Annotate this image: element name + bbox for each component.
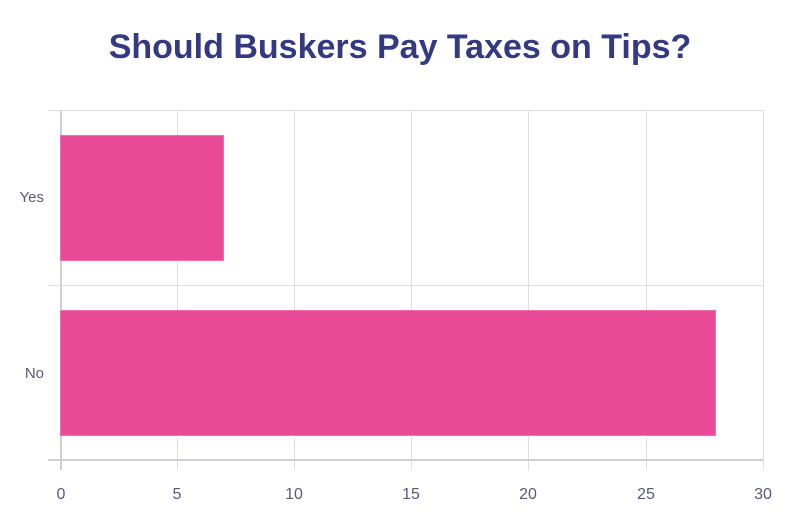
gridline-top — [48, 110, 763, 111]
y-label-no: No — [24, 365, 44, 382]
x-tick-25: 25 — [637, 486, 655, 503]
x-tick-5: 5 — [172, 486, 182, 503]
x-tick-30: 30 — [754, 486, 772, 503]
x-tick-15: 15 — [402, 486, 420, 503]
gridline-5 — [177, 110, 178, 470]
y-label-yes: Yes — [19, 189, 44, 206]
x-tick-0: 0 — [56, 486, 66, 503]
gridline-25 — [646, 110, 647, 470]
plot-area — [48, 110, 764, 470]
y-axis-line — [60, 110, 62, 470]
x-tick-10: 10 — [285, 486, 303, 503]
bar-yes[interactable] — [60, 135, 224, 261]
gridline-30 — [763, 110, 764, 470]
gridline-10 — [294, 110, 295, 470]
gridline-15 — [411, 110, 412, 470]
bar-no[interactable] — [60, 310, 716, 436]
category-divider — [48, 285, 763, 286]
chart-title: Should Buskers Pay Taxes on Tips? — [108, 28, 692, 66]
gridline-20 — [528, 110, 529, 470]
x-axis-line — [48, 459, 763, 461]
x-tick-20: 20 — [519, 486, 537, 503]
